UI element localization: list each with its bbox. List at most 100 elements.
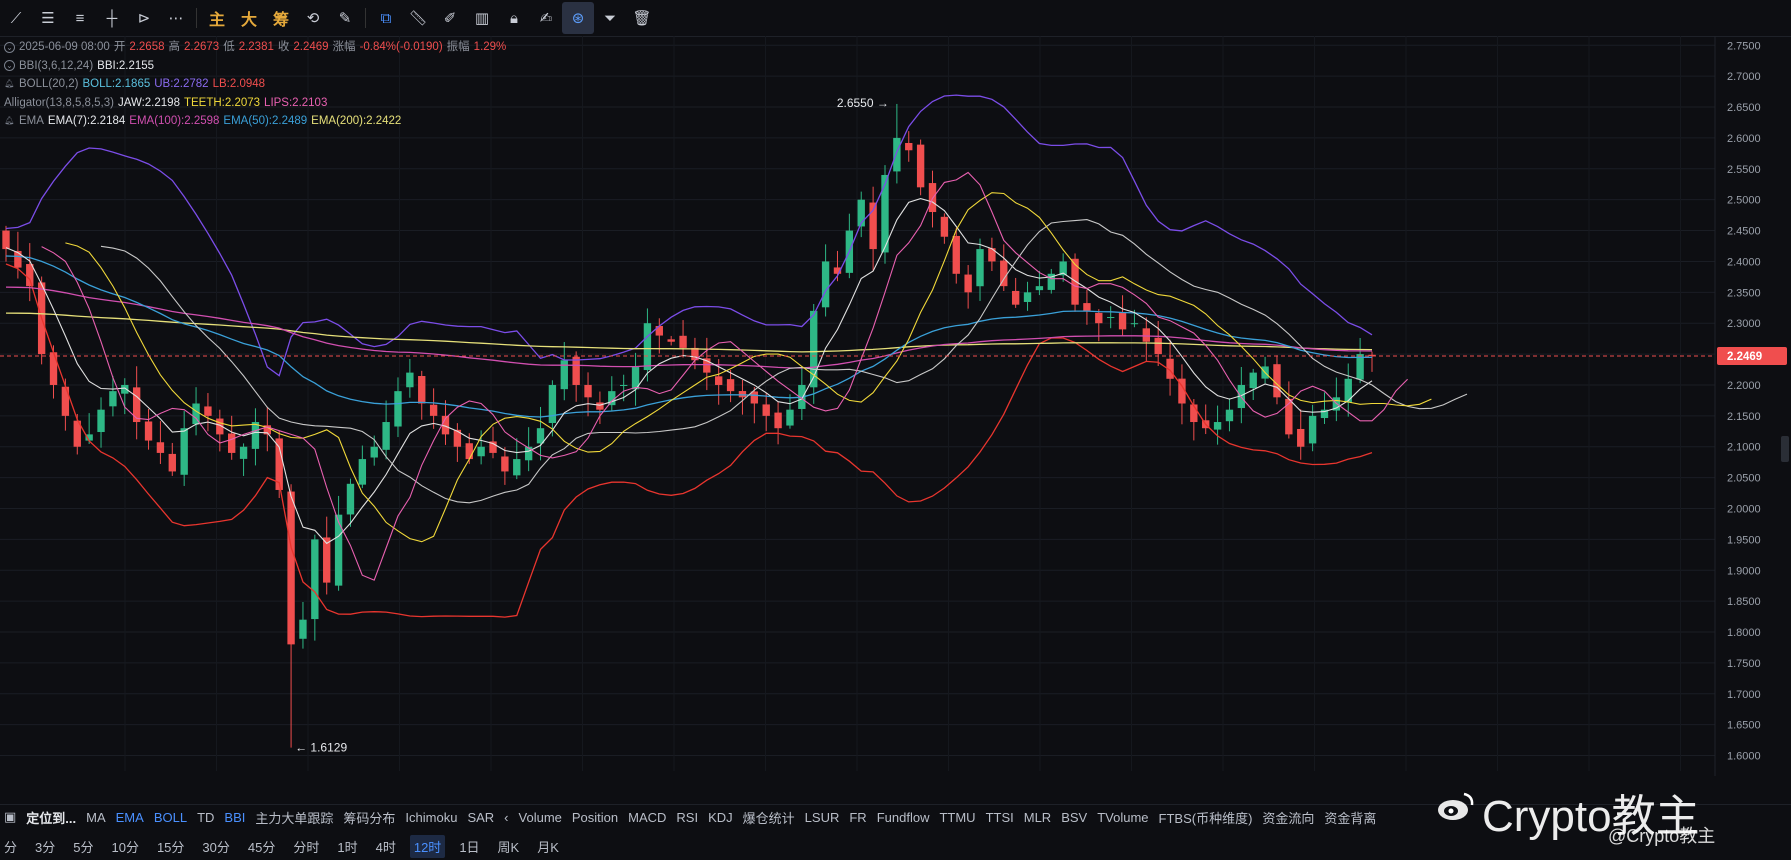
candle-body <box>358 459 367 485</box>
y-tick-label: 2.3500 <box>1727 287 1761 299</box>
arrow-tool-icon[interactable]: ⊳ <box>137 10 151 27</box>
ema100-value: EMA(100):2.2598 <box>129 115 220 127</box>
candle-body <box>667 339 675 342</box>
chips-button[interactable]: 筹 <box>272 12 289 29</box>
timeframe-3[interactable]: 10分 <box>111 839 139 855</box>
main-force-button[interactable]: 主 <box>208 12 225 29</box>
sync-icon[interactable]: ⟲ <box>306 10 320 27</box>
collapse-icon[interactable]: ⌄ <box>4 41 15 53</box>
timeframe-12[interactable]: 周K <box>497 839 520 855</box>
timeframe-7[interactable]: 分时 <box>293 839 320 855</box>
candle-body <box>1368 354 1376 357</box>
y-tick-label: 1.9000 <box>1727 565 1761 577</box>
candle-body <box>1356 354 1364 380</box>
trash-icon[interactable]: 🗑︎ <box>632 10 652 27</box>
indicator-24[interactable]: FTBS(币种维度) <box>1158 810 1253 826</box>
indicator-18[interactable]: Fundflow <box>876 809 930 825</box>
timeframe-8[interactable]: 1时 <box>337 839 358 855</box>
ruler-icon[interactable]: 📏︎ <box>408 10 428 27</box>
indicator-0[interactable]: 定位到... <box>26 810 77 826</box>
price-chart[interactable]: 2.7500 2.7000 2.6500 2.6000 2.5500 2.5000 2.45… <box>0 36 1791 776</box>
timeframe-11[interactable]: 1日 <box>459 839 480 855</box>
boll-ub-value: UB:2.2782 <box>154 78 209 90</box>
indicator-4[interactable]: TD <box>197 809 215 825</box>
indicator-25[interactable]: 资金流向 <box>1262 810 1315 826</box>
boll-lb-value: LB:2.0948 <box>212 78 266 90</box>
indicator-15[interactable]: 爆仓统计 <box>742 810 795 826</box>
indicator-20[interactable]: TTSI <box>985 809 1014 825</box>
candle-body <box>821 261 830 308</box>
candle-body <box>1213 422 1222 430</box>
indicator-16[interactable]: LSUR <box>804 809 840 825</box>
candle-body <box>14 250 22 268</box>
candle-body <box>655 326 663 336</box>
trend-line-icon[interactable]: ⟋ <box>10 9 22 27</box>
candle-body <box>715 376 723 385</box>
boll-lower-line <box>5 263 1373 618</box>
indicator-2[interactable]: EMA <box>115 809 144 825</box>
indicator-13[interactable]: RSI <box>676 809 699 825</box>
edit-icon[interactable]: ✍ <box>539 10 553 27</box>
lock-icon[interactable]: 🔒︎ <box>510 9 518 27</box>
layout-icon[interactable]: ▣ <box>4 809 17 824</box>
indicator-12[interactable]: MACD <box>628 809 667 825</box>
filter-icon[interactable]: ⏷ <box>603 9 616 27</box>
pen-icon[interactable]: ✐ <box>443 10 457 27</box>
indicator-14[interactable]: KDJ <box>708 809 733 825</box>
y-tick-label: 2.2000 <box>1727 380 1761 392</box>
indicator-10[interactable]: Volume <box>518 809 562 825</box>
y-tick-label: 1.6500 <box>1727 720 1761 732</box>
indicator-22[interactable]: BSV <box>1061 809 1088 825</box>
candle-body <box>1297 428 1305 447</box>
indicator-19[interactable]: TTMU <box>939 809 976 825</box>
more-tools-icon[interactable]: ⋯ <box>168 10 184 27</box>
timeframe-10[interactable]: 12时 <box>409 834 446 858</box>
candle-body <box>1059 261 1067 276</box>
candle-body <box>619 384 628 386</box>
parallel-lines-icon[interactable]: ≡ <box>75 9 85 27</box>
candle-icon[interactable]: ▥ <box>474 10 490 27</box>
timeframe-5[interactable]: 30分 <box>202 839 230 855</box>
indicator-8[interactable]: Ichimoku <box>405 809 458 825</box>
big-order-button[interactable]: 大 <box>240 12 257 29</box>
candle-body <box>311 539 319 620</box>
open-label: 开 <box>113 41 126 53</box>
indicator-6[interactable]: 主力大单跟踪 <box>255 810 334 826</box>
indicator-11[interactable]: Position <box>571 809 619 825</box>
menu-lines-icon[interactable]: ☰ <box>41 10 55 27</box>
indicator-21[interactable]: MLR <box>1023 809 1052 825</box>
y-tick-label: 1.8500 <box>1727 596 1761 608</box>
timeframe-0[interactable]: 分 <box>4 839 18 855</box>
scroll-left-icon[interactable]: ‹ <box>504 809 509 825</box>
candle-body <box>109 391 117 407</box>
copy-icon[interactable]: ⧉ <box>380 9 392 27</box>
high-value: 2.2673 <box>184 41 220 53</box>
indicator-23[interactable]: TVolume <box>1097 809 1149 825</box>
brush-icon[interactable]: ✎ <box>338 10 352 27</box>
timeframe-4[interactable]: 15分 <box>156 839 185 855</box>
collapse-icon[interactable]: ⌄ <box>4 60 15 72</box>
candle-body <box>204 406 212 416</box>
timeframe-6[interactable]: 45分 <box>247 839 276 855</box>
y-tick-label: 2.0500 <box>1727 473 1761 485</box>
timeframe-2[interactable]: 5分 <box>73 839 94 855</box>
candle-body <box>1320 409 1329 419</box>
chart-svg[interactable]: 2.7500 2.7000 2.6500 2.6000 2.5500 2.5000 2.45… <box>0 36 1791 776</box>
high-label: 高 <box>168 41 181 53</box>
timeframe-1[interactable]: 3分 <box>35 839 56 855</box>
bell-icon[interactable]: 🔔︎ <box>4 78 15 88</box>
indicator-26[interactable]: 资金背离 <box>1324 810 1377 826</box>
magnet-icon[interactable]: ⊛ <box>562 2 594 34</box>
indicator-7[interactable]: 筹码分布 <box>343 810 396 826</box>
indicator-1[interactable]: MA <box>86 809 106 825</box>
timeframe-13[interactable]: 月K <box>537 839 559 855</box>
horizontal-line-icon[interactable]: ┼ <box>106 9 118 27</box>
indicator-17[interactable]: FR <box>849 809 867 825</box>
indicator-9[interactable]: SAR <box>467 809 495 825</box>
indicator-5[interactable]: BBI <box>224 809 246 825</box>
open-value: 2.2658 <box>129 41 165 53</box>
indicator-3[interactable]: BOLL <box>153 809 188 825</box>
bell-icon[interactable]: 🔔︎ <box>4 115 15 125</box>
candle-body <box>180 428 188 475</box>
timeframe-9[interactable]: 4时 <box>375 839 396 855</box>
